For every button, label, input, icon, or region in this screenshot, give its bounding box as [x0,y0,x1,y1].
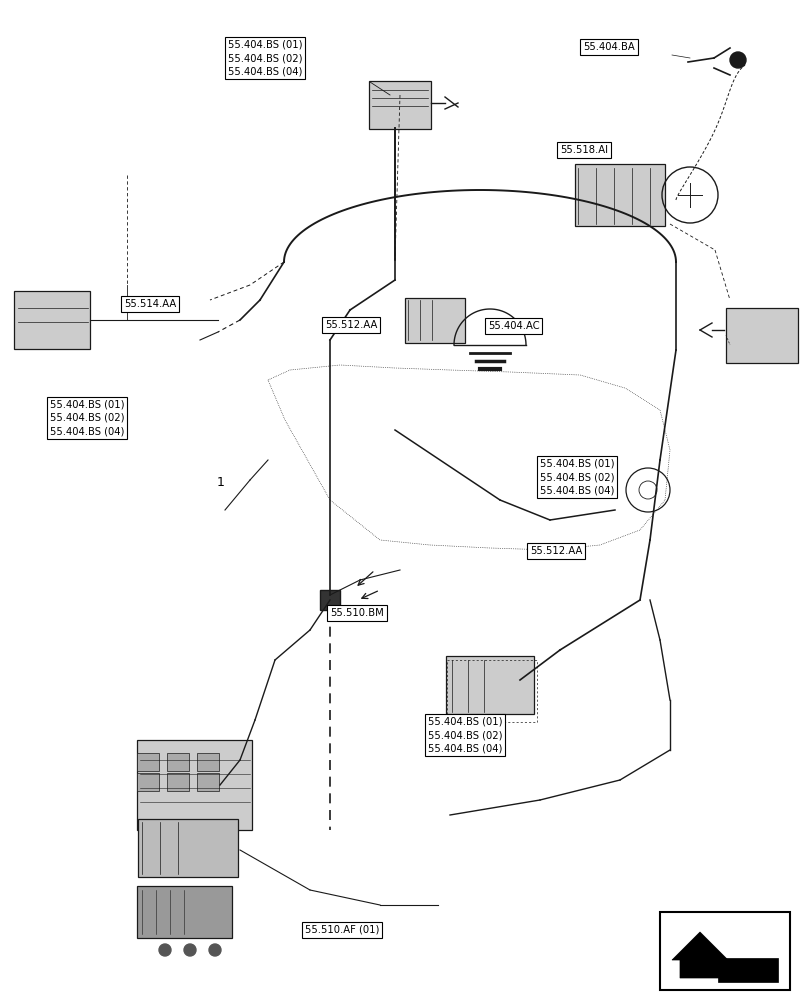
Text: 55.518.AI: 55.518.AI [560,145,607,155]
FancyBboxPatch shape [405,298,465,342]
Polygon shape [672,932,727,978]
FancyBboxPatch shape [167,753,189,771]
FancyBboxPatch shape [137,886,232,938]
Circle shape [159,944,171,956]
Text: 1: 1 [217,476,225,488]
Circle shape [184,944,195,956]
FancyBboxPatch shape [445,656,534,714]
Text: 55.404.BA: 55.404.BA [582,42,634,52]
FancyBboxPatch shape [137,740,252,830]
FancyBboxPatch shape [197,773,219,791]
Text: 55.404.AC: 55.404.AC [487,321,539,331]
FancyBboxPatch shape [138,819,238,877]
Text: 55.404.BS (01)
55.404.BS (02)
55.404.BS (04): 55.404.BS (01) 55.404.BS (02) 55.404.BS … [539,459,614,495]
Text: 55.512.AA: 55.512.AA [324,320,377,330]
FancyBboxPatch shape [574,164,664,226]
Text: 55.404.BS (01)
55.404.BS (02)
55.404.BS (04): 55.404.BS (01) 55.404.BS (02) 55.404.BS … [50,400,124,436]
FancyBboxPatch shape [659,912,789,990]
FancyBboxPatch shape [167,773,189,791]
FancyBboxPatch shape [137,753,159,771]
Text: 55.510.AF (01): 55.510.AF (01) [305,925,379,935]
Text: 55.404.BS (01)
55.404.BS (02)
55.404.BS (04): 55.404.BS (01) 55.404.BS (02) 55.404.BS … [427,717,502,753]
Text: 55.404.BS (01)
55.404.BS (02)
55.404.BS (04): 55.404.BS (01) 55.404.BS (02) 55.404.BS … [228,40,303,76]
FancyBboxPatch shape [725,308,797,362]
Circle shape [729,52,745,68]
FancyBboxPatch shape [320,590,340,610]
Circle shape [208,944,221,956]
Text: 55.512.AA: 55.512.AA [530,546,581,556]
FancyBboxPatch shape [197,753,219,771]
FancyBboxPatch shape [14,291,90,349]
Polygon shape [717,958,777,982]
FancyBboxPatch shape [368,81,431,129]
Text: 55.510.BM: 55.510.BM [329,608,384,618]
Text: 55.514.AA: 55.514.AA [124,299,176,309]
FancyBboxPatch shape [137,773,159,791]
